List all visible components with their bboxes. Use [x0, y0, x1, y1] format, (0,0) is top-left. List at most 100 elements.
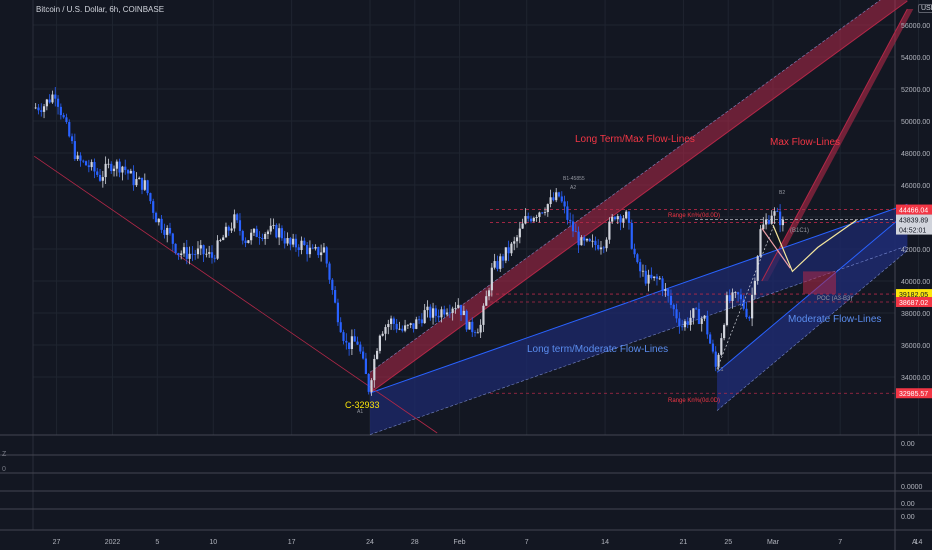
candle-body-27: [110, 163, 113, 172]
candle-body-194: [577, 231, 580, 246]
candle-body-264: [773, 211, 776, 216]
candle-body-181: [541, 212, 544, 214]
candle-body-40: [146, 180, 149, 194]
candle-body-257: [753, 280, 757, 295]
candle-body-122: [375, 350, 379, 359]
currency-button[interactable]: USD: [918, 4, 932, 13]
candle-body-81: [261, 237, 264, 239]
candle-body-172: [515, 237, 519, 242]
candle-body-217: [641, 270, 645, 272]
candle-body-179: [535, 216, 538, 218]
candle-body-262: [767, 219, 771, 224]
candle-body-91: [289, 238, 292, 245]
candle-body-239: [703, 315, 706, 319]
current-price-label: 43839.89: [899, 218, 928, 225]
candle-body-20: [90, 162, 93, 168]
candle-body-84: [269, 225, 272, 232]
candle-body-31: [121, 166, 124, 173]
time-tick-10: 21: [680, 539, 688, 546]
candle-body-97: [306, 245, 309, 255]
candle-body-70: [230, 228, 233, 231]
time-tick-6: 28: [411, 539, 419, 546]
candle-body-32: [124, 166, 127, 171]
candle-body-62: [208, 252, 211, 254]
candle-body-154: [465, 310, 468, 330]
candle-body-131: [401, 328, 404, 331]
candle-body-133: [406, 324, 409, 326]
candle-body-149: [451, 308, 454, 313]
candle-body-30: [118, 161, 121, 173]
candle-body-265: [776, 211, 779, 212]
candle-body-58: [196, 248, 200, 255]
candle-body-158: [476, 332, 479, 334]
candle-body-148: [448, 312, 451, 314]
level-label-2: 39182.05: [899, 292, 928, 299]
candle-body-104: [325, 247, 328, 264]
candle-body-69: [227, 226, 230, 231]
candle-body-33: [126, 170, 130, 174]
candle-body-23: [98, 174, 102, 181]
candle-body-47: [166, 227, 169, 235]
candle-body-83: [266, 231, 270, 235]
candle-body-125: [384, 327, 387, 334]
candle-body-120: [370, 380, 373, 392]
candle-body-250: [734, 292, 737, 294]
candle-body-263: [770, 215, 773, 224]
candle-body-42: [152, 201, 155, 213]
annotation-3: Moderate Flow-Lines: [788, 314, 881, 325]
candle-body-232: [683, 321, 687, 328]
candle-body-193: [574, 231, 577, 233]
candle-body-195: [580, 237, 583, 246]
candle-body-90: [286, 238, 289, 244]
candle-body-203: [602, 247, 605, 249]
candle-body-16: [79, 155, 82, 161]
candle-body-66: [219, 240, 222, 241]
candle-body-260: [762, 224, 765, 230]
candle-body-229: [675, 309, 678, 319]
candle-body-115: [356, 341, 359, 345]
time-tick-11: 25: [724, 539, 732, 546]
candle-body-184: [549, 197, 552, 205]
candle-body-73: [238, 220, 242, 231]
candle-body-54: [185, 247, 188, 259]
candle-body-175: [524, 216, 527, 224]
candle-body-230: [678, 318, 681, 327]
annotation-4: C-32933: [345, 400, 380, 410]
time-tick-14: 14: [915, 539, 923, 546]
candle-body-261: [765, 219, 768, 225]
time-tick-4: 17: [288, 539, 296, 546]
candle-body-49: [171, 233, 174, 244]
candle-body-99: [311, 247, 314, 249]
time-tick-0: 27: [53, 539, 61, 546]
candle-body-267: [781, 219, 784, 226]
candle-body-186: [555, 192, 558, 201]
candle-body-8: [56, 98, 60, 107]
candle-body-173: [518, 228, 521, 238]
price-tick-10: 54000.00: [901, 55, 930, 62]
candle-body-77: [250, 232, 253, 241]
candle-body-153: [462, 310, 465, 316]
price-tick-2: 38000.00: [901, 311, 930, 318]
candle-body-87: [278, 228, 281, 238]
candle-body-227: [669, 295, 673, 305]
candle-body-204: [605, 239, 608, 249]
candle-body-100: [314, 247, 317, 249]
candles: [34, 87, 784, 396]
candle-body-174: [521, 223, 524, 229]
candle-body-21: [93, 162, 96, 172]
candle-body-266: [778, 211, 782, 226]
candle-body-28: [112, 168, 116, 172]
candle-body-152: [459, 304, 463, 316]
level-label-bg-4: [896, 388, 932, 399]
candle-body-135: [412, 323, 415, 329]
candle-body-109: [339, 322, 342, 333]
candle-body-44: [157, 218, 160, 223]
price-tick-3: 40000.00: [901, 279, 930, 286]
candle-body-71: [233, 214, 236, 229]
candle-body-252: [739, 294, 743, 300]
candle-body-128: [392, 318, 395, 324]
candle-body-13: [70, 136, 74, 142]
candle-body-111: [345, 340, 348, 343]
candle-body-155: [468, 321, 471, 330]
